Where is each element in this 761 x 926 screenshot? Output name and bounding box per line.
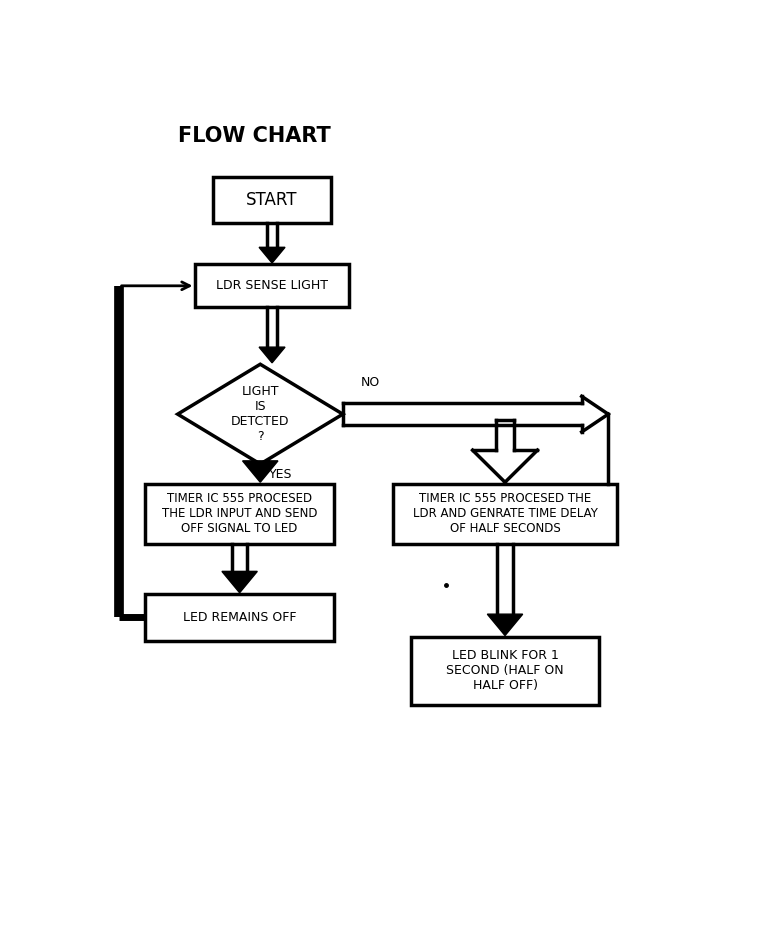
FancyBboxPatch shape xyxy=(145,594,334,641)
Polygon shape xyxy=(487,614,523,635)
FancyBboxPatch shape xyxy=(393,483,617,544)
Text: TIMER IC 555 PROCESED
THE LDR INPUT AND SEND
OFF SIGNAL TO LED: TIMER IC 555 PROCESED THE LDR INPUT AND … xyxy=(162,493,317,535)
Text: START: START xyxy=(247,192,298,209)
FancyBboxPatch shape xyxy=(145,483,334,544)
Text: LED BLINK FOR 1
SECOND (HALF ON
HALF OFF): LED BLINK FOR 1 SECOND (HALF ON HALF OFF… xyxy=(446,649,564,693)
Text: LIGHT
IS
DETCTED
?: LIGHT IS DETCTED ? xyxy=(231,385,289,444)
Polygon shape xyxy=(259,247,285,263)
Text: FLOW CHART: FLOW CHART xyxy=(178,126,331,146)
Polygon shape xyxy=(178,364,343,464)
Polygon shape xyxy=(259,347,285,363)
Text: NO: NO xyxy=(361,376,380,389)
Text: LDR SENSE LIGHT: LDR SENSE LIGHT xyxy=(216,280,328,293)
FancyBboxPatch shape xyxy=(411,637,600,705)
Polygon shape xyxy=(243,461,278,482)
Polygon shape xyxy=(222,571,257,593)
Text: TIMER IC 555 PROCESED THE
LDR AND GENRATE TIME DELAY
OF HALF SECONDS: TIMER IC 555 PROCESED THE LDR AND GENRAT… xyxy=(412,493,597,535)
Text: LED REMAINS OFF: LED REMAINS OFF xyxy=(183,611,296,624)
FancyBboxPatch shape xyxy=(196,265,349,307)
Text: YES: YES xyxy=(269,468,293,481)
FancyBboxPatch shape xyxy=(213,177,331,223)
